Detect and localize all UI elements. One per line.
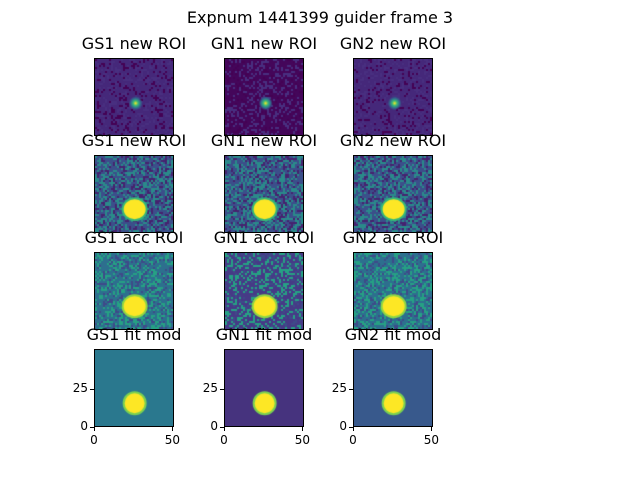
- x-tick: [302, 427, 304, 431]
- image-panel: [224, 252, 304, 330]
- y-tick-label: 0: [80, 419, 88, 433]
- panel-title: GS1 acc ROI: [84, 228, 184, 247]
- panel-title: GN2 fit mod: [344, 325, 442, 344]
- image-panel: [224, 349, 304, 427]
- y-tick-label: 0: [339, 419, 347, 433]
- image-panel: [94, 58, 174, 136]
- x-tick-label: 0: [90, 433, 98, 447]
- panel-title: GS1 new ROI: [81, 34, 187, 53]
- x-tick: [172, 427, 174, 431]
- image-panel: [94, 155, 174, 233]
- image-panel: [353, 155, 433, 233]
- x-tick: [431, 427, 433, 431]
- x-tick-label: 50: [294, 433, 311, 447]
- figure-title: Expnum 1441399 guider frame 3: [186, 8, 454, 27]
- image-panel: [224, 155, 304, 233]
- x-tick-label: 0: [349, 433, 357, 447]
- star-image: [225, 253, 303, 329]
- star-image: [95, 156, 173, 232]
- star-image: [225, 59, 303, 135]
- panel-title: GS1 new ROI: [81, 131, 187, 150]
- y-tick-label: 25: [331, 380, 347, 395]
- star-image: [225, 156, 303, 232]
- panel-title: GN1 acc ROI: [213, 228, 315, 247]
- panel-title: GN2 new ROI: [339, 34, 447, 53]
- image-panel: [353, 58, 433, 136]
- panel-title: GN1 fit mod: [215, 325, 313, 344]
- y-tick-label: 25: [202, 380, 218, 395]
- star-image: [225, 350, 303, 426]
- panel-title: GN1 new ROI: [210, 34, 318, 53]
- panel-title: GN2 new ROI: [339, 131, 447, 150]
- y-tick: [349, 427, 353, 428]
- star-image: [354, 156, 432, 232]
- x-tick-label: 50: [164, 433, 181, 447]
- panel-title: GN1 new ROI: [210, 131, 318, 150]
- y-tick: [90, 427, 94, 428]
- star-image: [354, 350, 432, 426]
- x-tick: [224, 427, 225, 431]
- image-panel: [224, 58, 304, 136]
- y-tick-label: 25: [72, 380, 88, 395]
- y-tick: [349, 388, 353, 390]
- image-panel: [94, 349, 174, 427]
- star-image: [95, 253, 173, 329]
- star-image: [354, 59, 432, 135]
- star-image: [354, 253, 432, 329]
- y-tick: [90, 388, 94, 390]
- y-tick: [220, 427, 224, 428]
- panel-title: GS1 fit mod: [86, 325, 182, 344]
- image-panel: [94, 252, 174, 330]
- y-tick: [220, 388, 224, 390]
- panel-title: GN2 acc ROI: [342, 228, 444, 247]
- y-tick-label: 0: [210, 419, 218, 433]
- star-image: [95, 59, 173, 135]
- image-panel: [353, 349, 433, 427]
- star-image: [95, 350, 173, 426]
- x-tick-label: 50: [423, 433, 440, 447]
- image-panel: [353, 252, 433, 330]
- x-tick: [94, 427, 95, 431]
- x-tick-label: 0: [220, 433, 228, 447]
- x-tick: [353, 427, 354, 431]
